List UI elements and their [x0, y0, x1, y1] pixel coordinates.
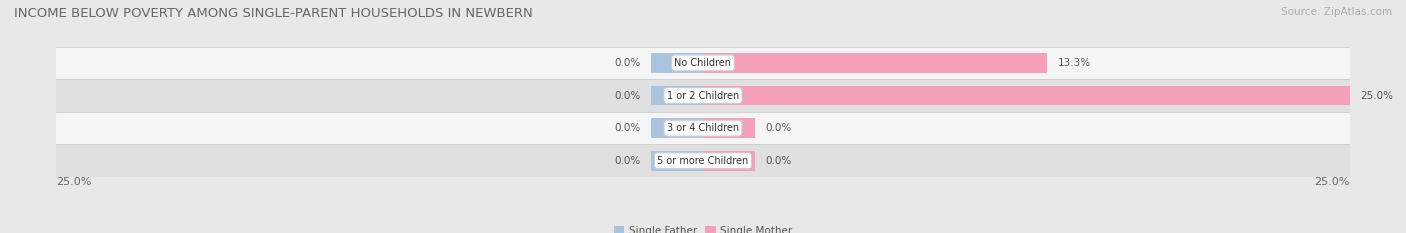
Text: 25.0%: 25.0% — [1315, 177, 1350, 187]
Legend: Single Father, Single Mother: Single Father, Single Mother — [610, 221, 796, 233]
Text: 5 or more Children: 5 or more Children — [658, 156, 748, 166]
Text: 0.0%: 0.0% — [614, 58, 641, 68]
Text: 0.0%: 0.0% — [614, 123, 641, 133]
Bar — [56, 112, 1350, 144]
Bar — [703, 86, 1350, 105]
Bar — [56, 47, 1350, 79]
Text: 25.0%: 25.0% — [56, 177, 91, 187]
Text: 0.0%: 0.0% — [614, 156, 641, 166]
Bar — [703, 151, 755, 171]
Bar — [56, 79, 1350, 112]
Text: 1 or 2 Children: 1 or 2 Children — [666, 91, 740, 100]
Text: INCOME BELOW POVERTY AMONG SINGLE-PARENT HOUSEHOLDS IN NEWBERN: INCOME BELOW POVERTY AMONG SINGLE-PARENT… — [14, 7, 533, 20]
Text: No Children: No Children — [675, 58, 731, 68]
Text: 0.0%: 0.0% — [765, 156, 792, 166]
Text: 25.0%: 25.0% — [1360, 91, 1393, 100]
Bar — [651, 118, 703, 138]
Bar — [651, 86, 703, 105]
Bar — [56, 144, 1350, 177]
Text: Source: ZipAtlas.com: Source: ZipAtlas.com — [1281, 7, 1392, 17]
Text: 0.0%: 0.0% — [765, 123, 792, 133]
Text: 0.0%: 0.0% — [614, 91, 641, 100]
Bar — [651, 151, 703, 171]
Bar — [703, 53, 1047, 73]
Text: 13.3%: 13.3% — [1057, 58, 1091, 68]
Bar — [651, 53, 703, 73]
Text: 3 or 4 Children: 3 or 4 Children — [666, 123, 740, 133]
Bar — [703, 118, 755, 138]
